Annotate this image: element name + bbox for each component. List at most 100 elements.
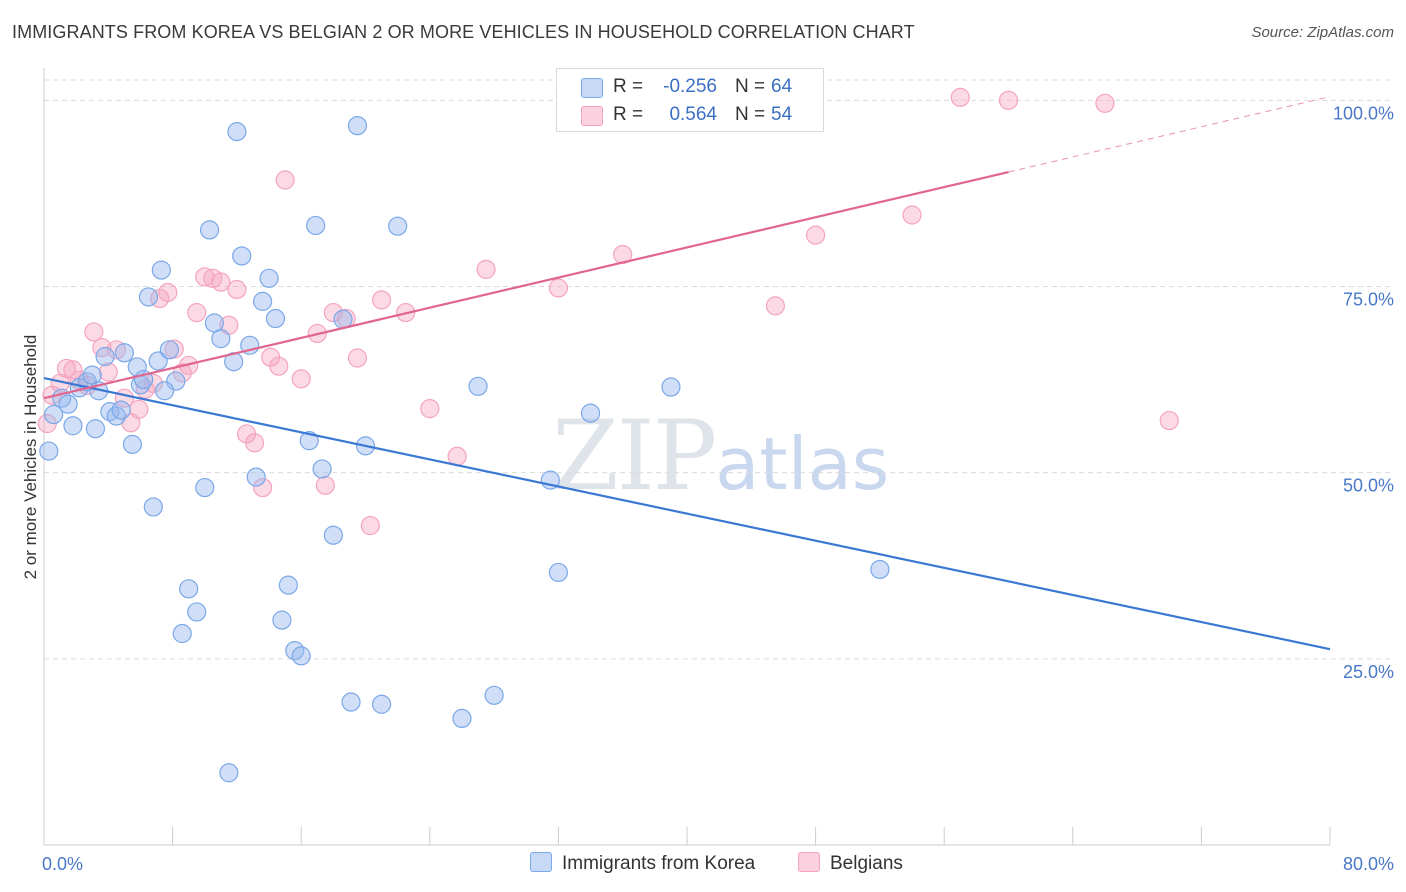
- legend-item-korea: Immigrants from Korea: [530, 852, 755, 875]
- belgians-points: [37, 87, 1179, 536]
- y-axis-label: 2 or more Vehicles in Household: [21, 335, 40, 580]
- korea-swatch: [581, 78, 603, 98]
- korea-point: [63, 416, 83, 436]
- korea-point: [312, 459, 332, 479]
- korea-point: [388, 216, 408, 236]
- korea-point: [285, 641, 305, 661]
- belgians-point: [548, 278, 569, 298]
- belgians-point: [211, 272, 231, 292]
- watermark-zip: ZIP: [552, 400, 717, 512]
- belgians-point: [227, 279, 247, 300]
- y-tick-label: 100.0%: [1333, 103, 1394, 123]
- belgians-point: [447, 446, 467, 466]
- korea-point: [187, 602, 207, 622]
- y-tick-label: 50.0%: [1343, 476, 1394, 496]
- belgians-point: [129, 399, 149, 419]
- belgians-point: [84, 322, 104, 342]
- belgians-point: [244, 433, 265, 453]
- korea-point: [211, 329, 231, 349]
- korea-point: [468, 376, 488, 396]
- korea-point: [58, 394, 78, 414]
- belgians-point: [347, 348, 368, 368]
- r-label: R =: [613, 104, 644, 125]
- x-tick-label: 0.0%: [42, 854, 83, 874]
- korea-point: [299, 431, 319, 451]
- stats-legend: R = -0.256 N = 64 R = 0.564 N = 54: [556, 68, 824, 132]
- belgians-point: [902, 205, 922, 225]
- belgians-point: [158, 282, 178, 303]
- belgians-swatch: [581, 106, 603, 126]
- belgians-point: [56, 358, 77, 379]
- belgians-point: [765, 296, 786, 316]
- trend-lines: [43, 96, 1331, 651]
- korea-legend-label: Immigrants from Korea: [562, 853, 756, 874]
- y-tick-label: 75.0%: [1343, 290, 1394, 310]
- stats-row-belgians: R = 0.564 N = 54: [557, 101, 823, 129]
- korea-point: [265, 308, 286, 329]
- korea-point: [227, 122, 247, 142]
- korea-point: [580, 403, 601, 423]
- korea-point: [122, 434, 143, 454]
- belgians-point: [187, 302, 207, 323]
- source-credit: Source: ZipAtlas.com: [1251, 24, 1394, 41]
- belgians-point: [950, 87, 970, 107]
- belgians-point: [1159, 410, 1179, 431]
- korea-point: [232, 246, 252, 266]
- korea-point: [159, 340, 179, 360]
- belgians-point: [275, 170, 295, 190]
- korea-point: [44, 404, 64, 425]
- korea-point: [291, 646, 311, 666]
- korea-point: [253, 291, 273, 311]
- belgians-point: [315, 475, 335, 495]
- korea-legend-swatch: [530, 852, 552, 872]
- korea-point: [138, 287, 159, 307]
- korea-point: [154, 381, 175, 401]
- korea-point: [661, 377, 681, 397]
- korea-point: [246, 467, 266, 487]
- n-label: N =: [735, 104, 766, 125]
- korea-point: [219, 763, 239, 783]
- korea-point: [195, 477, 215, 498]
- korea-point: [199, 220, 220, 240]
- korea-point: [95, 346, 115, 367]
- korea-point: [371, 694, 392, 714]
- r-label: R =: [613, 76, 644, 97]
- n-label: N =: [735, 76, 766, 97]
- stats-row-korea: R = -0.256 N = 64: [557, 73, 823, 101]
- belgians-trend-line: [43, 170, 1009, 400]
- watermark: ZIPatlas: [552, 400, 889, 512]
- korea-points: [39, 116, 890, 783]
- belgians-point: [805, 225, 826, 245]
- x-tick-label: 80.0%: [1343, 854, 1394, 874]
- n-value: 54: [771, 104, 793, 125]
- legend-item-belgians: Belgians: [798, 852, 903, 875]
- chart-title: IMMIGRANTS FROM KOREA VS BELGIAN 2 OR MO…: [12, 22, 915, 42]
- korea-point: [172, 623, 192, 644]
- watermark-atlas: atlas: [715, 422, 890, 506]
- korea-point: [143, 497, 163, 517]
- n-value: 64: [771, 76, 793, 97]
- tick-labels: 25.0% 50.0% 75.0% 100.0% 0.0% 80.0%: [42, 103, 1394, 874]
- korea-point: [259, 268, 279, 288]
- belgians-point: [360, 515, 380, 536]
- r-value: 0.564: [669, 104, 717, 125]
- belgians-point: [269, 356, 289, 376]
- belgians-point: [1095, 93, 1115, 113]
- korea-point: [548, 562, 569, 583]
- belgians-legend-swatch: [798, 852, 820, 872]
- korea-point: [179, 579, 199, 599]
- korea-point: [114, 343, 134, 363]
- belgians-point: [63, 360, 83, 380]
- korea-point: [111, 400, 131, 420]
- korea-point: [341, 692, 361, 712]
- belgians-point: [476, 259, 496, 279]
- r-value: -0.256: [663, 76, 717, 97]
- belgians-point: [291, 369, 311, 389]
- belgians-point: [420, 399, 440, 419]
- korea-point: [151, 260, 171, 280]
- korea-point: [278, 575, 298, 595]
- belgians-legend-label: Belgians: [830, 853, 903, 874]
- korea-trend-line: [43, 377, 1331, 651]
- korea-point: [870, 559, 890, 580]
